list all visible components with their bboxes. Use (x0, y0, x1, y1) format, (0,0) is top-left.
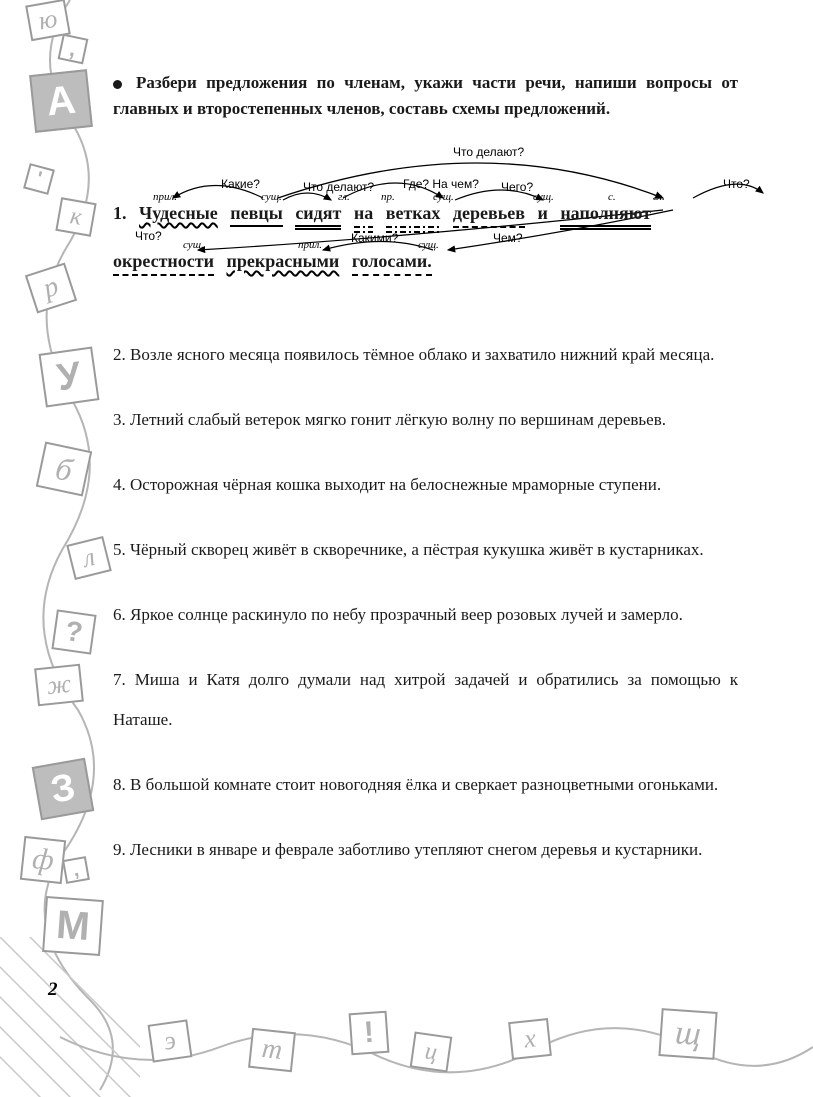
part-of-speech-label: сущ. (418, 239, 439, 251)
example-word: и (537, 203, 547, 224)
example-number: 1. (113, 203, 127, 224)
exercises-list: 2. Возле ясного месяца появилось тёмное … (113, 335, 738, 869)
example-word: голосами. (352, 251, 432, 272)
exercise-item: 8. В большой комнате стоит новогодняя ёл… (113, 765, 738, 804)
example-word: на (354, 203, 373, 224)
exercise-item: 5. Чёрный скворец живёт в скворечнике, а… (113, 530, 738, 569)
decor-letter-block: к (55, 197, 96, 237)
decor-letter-block: ? (51, 609, 96, 654)
grammar-question-label: Чего? (501, 180, 533, 194)
decor-letter-block: А (29, 69, 93, 133)
part-of-speech-label: гл. (653, 191, 665, 203)
decor-letter-block: У (39, 347, 100, 408)
example-word: ветках (386, 203, 441, 224)
example-word: Чудесные (139, 203, 218, 224)
example-word: певцы (230, 203, 283, 227)
grammar-question-label: Что? (723, 177, 750, 191)
page-number: 2 (48, 979, 58, 1001)
page: ю,А'крУбл?жЗф,Мэт!цхщ Разбери предложени… (0, 0, 813, 1097)
exercise-item: 3. Летний слабый ветерок мягко гонит лёг… (113, 400, 738, 439)
grammar-question-label: Чем? (493, 231, 523, 245)
exercise-item: 2. Возле ясного месяца появилось тёмное … (113, 335, 738, 374)
part-of-speech-label: сущ. (533, 191, 554, 203)
grammar-question-label: Что делают? (303, 180, 374, 194)
instruction-text: Разбери предложения по членам, укажи час… (113, 70, 738, 121)
example-line-1: 1. Чудесные певцы сидят на ветках деревь… (113, 203, 659, 227)
hatch-pattern-icon (0, 937, 140, 1097)
exercise-item: 6. Яркое солнце раскинуло по небу прозра… (113, 595, 738, 634)
decor-letter-block: б (36, 442, 93, 497)
exercise-item: 4. Осторожная чёрная кошка выходит на бе… (113, 465, 738, 504)
decor-letter-block: ' (23, 163, 55, 195)
example-word: сидят (295, 203, 341, 227)
grammar-question-label: Что делают? (453, 145, 524, 159)
example-sentence: прил.сущ.гл.пр.сущ.сущ.с.гл. сущ.прил.су… (113, 173, 738, 293)
grammar-question-label: Что? (135, 229, 162, 243)
decor-letter-block: , (58, 34, 89, 65)
part-of-speech-label: сущ. (433, 191, 454, 203)
part-of-speech-label: прил. (298, 239, 322, 251)
decor-letter-block: л (66, 536, 112, 580)
exercise-item: 9. Лесники в январе и феврале заботливо … (113, 830, 738, 869)
example-word: прекрасными (227, 251, 340, 272)
decor-letter-block: ф (20, 836, 66, 884)
decor-letter-block: М (42, 896, 104, 956)
instruction: Разбери предложения по членам, укажи час… (113, 73, 738, 118)
grammar-question-label: Где? На чем? (403, 177, 479, 191)
decor-letter-block: ж (34, 664, 84, 707)
decor-letter-block: э (148, 1019, 193, 1062)
content-area: Разбери предложения по членам, укажи час… (113, 70, 738, 895)
example-word: окрестности (113, 251, 214, 272)
decor-letter-block: ц (410, 1032, 453, 1073)
part-of-speech-label: с. (608, 191, 616, 203)
example-word: деревьев (453, 203, 525, 224)
example-line-2: окрестности прекрасными голосами. (113, 251, 440, 272)
decor-letter-block: р (25, 262, 77, 313)
decor-letter-block: ! (349, 1011, 390, 1056)
part-of-speech-label: пр. (381, 191, 395, 203)
decor-letter-block: т (248, 1028, 296, 1072)
part-of-speech-label: сущ. (183, 239, 204, 251)
example-word: наполняют (560, 203, 651, 227)
exercise-item: 7. Миша и Катя долго думали над хитрой з… (113, 660, 738, 738)
part-of-speech-label: сущ. (261, 191, 282, 203)
grammar-question-label: Какие? (221, 177, 260, 191)
part-of-speech-label: прил. (153, 191, 177, 203)
decor-letter-block: , (62, 856, 90, 884)
decor-letter-block: З (32, 758, 95, 821)
bullet-icon (113, 80, 122, 89)
decor-letter-block: х (508, 1018, 552, 1060)
grammar-question-label: Какими? (351, 231, 398, 245)
decor-letter-block: щ (658, 1008, 717, 1060)
